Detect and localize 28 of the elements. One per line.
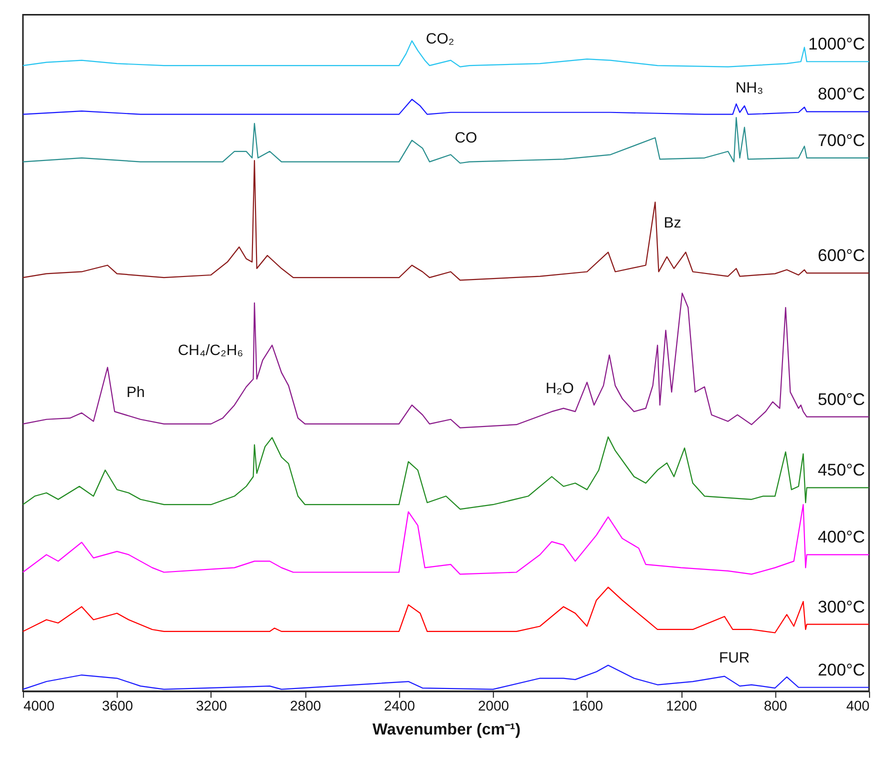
- x-tick-label: 1600: [572, 698, 604, 714]
- series-label: 200°C: [818, 660, 866, 680]
- annotation: CO: [454, 130, 478, 147]
- x-tick-label: 800: [764, 698, 788, 714]
- annotation: CO₂: [426, 30, 454, 48]
- x-tick-label: 2800: [290, 698, 322, 714]
- annotation: FUR: [718, 649, 750, 666]
- x-tick-label: 4000: [23, 698, 55, 714]
- x-axis-title: Wavenumber (cm⁻¹): [372, 722, 520, 739]
- series-label: 500°C: [818, 390, 866, 409]
- series-label: 450°C: [818, 460, 866, 480]
- series-label: 400°C: [818, 528, 866, 547]
- x-tick-label: 1200: [666, 698, 698, 714]
- annotation: Ph: [126, 384, 145, 401]
- x-tick-label: 2400: [384, 698, 416, 714]
- annotation: CH₄/C₂H₆: [178, 342, 244, 360]
- annotation: H₂O: [546, 380, 574, 397]
- series-label: 1000°C: [808, 34, 866, 54]
- series-label: 300°C: [818, 597, 866, 616]
- series-label: 700°C: [818, 130, 866, 150]
- annotation: NH₃: [735, 80, 764, 97]
- x-tick-label: 3200: [196, 698, 228, 714]
- x-tick-label: 400: [846, 698, 870, 714]
- x-tick-label: 2000: [478, 698, 510, 714]
- series-label: 600°C: [818, 246, 866, 266]
- series-label: 800°C: [818, 84, 866, 104]
- x-tick-label: 3600: [102, 698, 134, 714]
- annotation: Bz: [664, 214, 682, 232]
